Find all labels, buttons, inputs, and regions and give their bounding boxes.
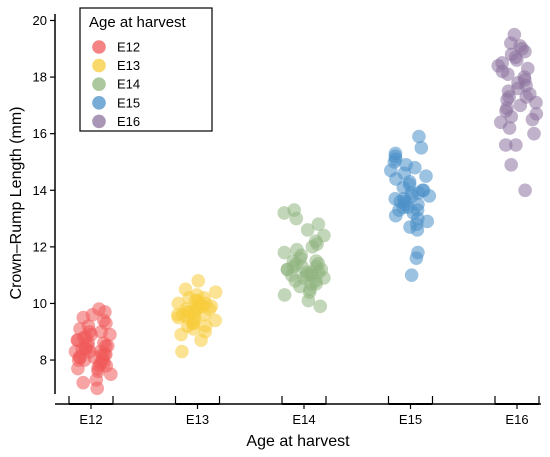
data-point-e16: [494, 115, 508, 130]
data-point-e15: [399, 158, 413, 172]
data-point-e15: [419, 169, 433, 183]
x-tick-label: E13: [186, 412, 209, 427]
data-point-e13: [175, 344, 189, 359]
data-point-e12: [76, 375, 90, 390]
data-point-e15: [415, 183, 430, 198]
y-axis-title: Crown–Rump Length (mm): [8, 107, 25, 300]
legend-marker-e16: [92, 114, 106, 129]
y-tick-label: 14: [33, 183, 47, 198]
data-point-e13: [208, 285, 223, 299]
y-tick-label: 8: [40, 353, 47, 368]
data-point-e14: [311, 217, 326, 232]
data-point-e16: [498, 138, 513, 152]
data-point-e13: [191, 274, 206, 288]
data-point-e14: [317, 228, 331, 243]
x-axis-title: Age at harvest: [246, 433, 350, 450]
x-tick-label: E12: [79, 412, 102, 427]
legend-marker-e13: [92, 58, 106, 73]
data-point-e16: [518, 183, 532, 198]
data-point-e16: [495, 56, 509, 70]
data-point-e14: [277, 288, 292, 302]
legend-label-e15: E15: [117, 95, 140, 110]
legend-entries: E12 E13 E14 E15 E16: [92, 40, 140, 129]
data-point-e15: [404, 268, 419, 282]
data-point-e16: [520, 61, 535, 76]
data-point-e14: [277, 245, 292, 260]
x-tick-label: E14: [292, 412, 315, 427]
legend-marker-e12: [92, 40, 106, 54]
x-tick-label: E15: [399, 412, 422, 427]
data-point-e14: [300, 223, 315, 237]
data-point-e15: [411, 245, 425, 260]
legend-title: Age at harvest: [89, 14, 187, 31]
legend-marker-e14: [92, 77, 106, 91]
y-axis-ticks: 8 10 12 14 16 18 20: [33, 13, 55, 368]
data-point-e13: [190, 288, 204, 302]
y-tick-label: 20: [33, 13, 47, 28]
legend: Age at harvest E12 E13 E14 E15 E16: [79, 7, 213, 132]
x-axis-ticks: E12 E13 E14 E15 E16: [68, 396, 540, 427]
data-point-e14: [313, 299, 328, 314]
data-point-e16: [504, 158, 518, 172]
data-point-e16: [509, 138, 523, 152]
data-point-e13: [171, 296, 186, 311]
data-point-e15: [414, 141, 429, 155]
data-point-e14: [290, 242, 304, 257]
y-tick-label: 16: [33, 126, 47, 141]
y-tick-label: 12: [33, 239, 47, 254]
data-point-e15: [412, 129, 426, 144]
data-point-e16: [504, 47, 519, 62]
data-point-e14: [309, 254, 323, 268]
legend-label-e16: E16: [117, 114, 140, 129]
data-point-e15: [388, 191, 403, 206]
data-point-e13: [178, 282, 193, 297]
data-point-e16: [527, 126, 541, 141]
legend-label-e12: E12: [117, 40, 140, 55]
x-tick-label: E16: [505, 412, 528, 427]
y-tick-label: 18: [33, 70, 47, 85]
y-tick-label: 10: [33, 296, 47, 311]
data-point-e16: [529, 107, 544, 121]
points-layer: [68, 27, 544, 396]
legend-label-e13: E13: [117, 58, 140, 73]
legend-marker-e15: [92, 96, 106, 110]
legend-label-e14: E14: [117, 77, 140, 92]
data-point-e13: [208, 313, 223, 328]
data-point-e12: [92, 302, 106, 316]
data-point-e14: [287, 203, 301, 217]
data-point-e15: [388, 146, 403, 161]
data-point-e16: [507, 27, 522, 42]
